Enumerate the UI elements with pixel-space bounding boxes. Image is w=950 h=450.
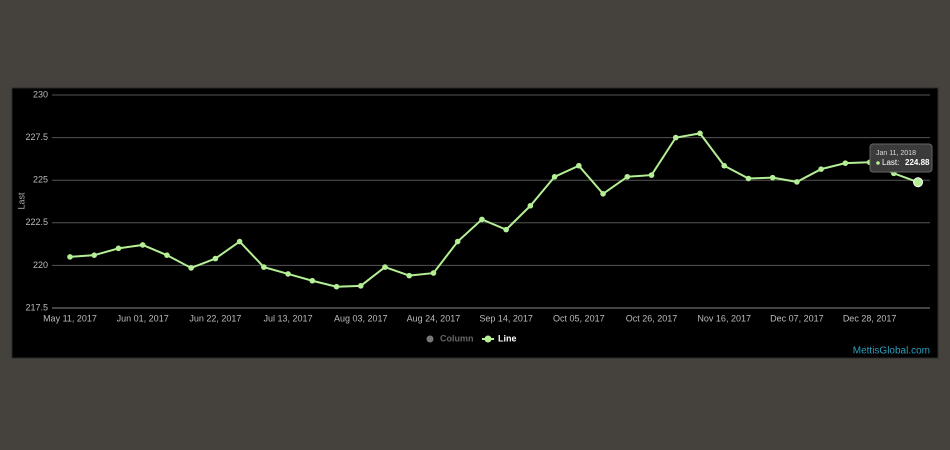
data-line <box>69 132 919 288</box>
x-tick-label: Oct 05, 2017 <box>553 313 605 323</box>
data-point <box>576 162 582 169</box>
data-point <box>721 162 728 169</box>
data-point <box>745 175 752 182</box>
data-point <box>188 265 194 271</box>
data-point <box>91 252 98 258</box>
data-point <box>913 177 924 188</box>
x-tick-label: Aug 24, 2017 <box>407 313 461 323</box>
data-point <box>357 283 364 289</box>
data-point <box>164 252 170 258</box>
x-tick-label: Nov 16, 2017 <box>697 313 751 323</box>
legend-symbol <box>484 335 492 343</box>
data-point <box>139 242 146 248</box>
data-point <box>842 160 849 166</box>
data-point <box>115 245 122 252</box>
x-tick-label: Aug 03, 2017 <box>334 313 388 323</box>
legend-symbol <box>426 335 434 343</box>
data-point <box>285 271 291 277</box>
x-tick-label: Dec 07, 2017 <box>770 313 824 323</box>
data-point <box>697 130 703 137</box>
data-point <box>406 272 413 279</box>
data-point <box>648 172 655 178</box>
x-tick-label: Jul 13, 2017 <box>264 313 313 323</box>
tooltip-date: Jan 11, 2018 <box>876 150 916 157</box>
x-tick-label: Oct 26, 2017 <box>626 313 678 323</box>
y-tick-label: 227.5 <box>25 132 48 142</box>
x-tick-label: Sep 14, 2017 <box>479 313 533 323</box>
data-point <box>527 202 534 209</box>
y-tick-label: 220 <box>33 260 48 270</box>
y-axis-title: Last <box>16 192 26 210</box>
data-point <box>309 277 316 284</box>
data-point <box>794 179 800 185</box>
tooltip-label: Last: <box>882 158 899 167</box>
data-point <box>333 283 340 290</box>
tooltip-value: 224.88 <box>905 158 930 167</box>
legend-item[interactable]: Column <box>440 333 474 343</box>
data-point <box>430 270 437 276</box>
y-tick-label: 230 <box>33 89 48 99</box>
data-point <box>551 173 558 180</box>
y-tick-label: 217.5 <box>25 302 48 312</box>
data-point <box>454 238 461 245</box>
data-point <box>818 166 824 172</box>
data-point <box>67 254 73 260</box>
data-point <box>600 191 606 197</box>
x-tick-label: Jun 01, 2017 <box>117 313 169 323</box>
data-point <box>624 173 631 180</box>
legend-item[interactable]: Line <box>498 333 517 343</box>
data-point <box>503 226 509 233</box>
x-tick-label: Dec 28, 2017 <box>843 313 897 323</box>
credit[interactable]: MettisGlobal.com <box>853 346 930 357</box>
data-point <box>479 216 485 223</box>
data-point <box>769 174 776 181</box>
data-point <box>212 255 219 262</box>
tooltip-symbol <box>876 161 880 165</box>
y-tick-label: 225 <box>33 175 48 185</box>
x-tick-label: May 11, 2017 <box>43 313 97 323</box>
data-point <box>236 238 243 245</box>
tooltip-box <box>869 143 933 173</box>
data-point <box>672 134 679 141</box>
data-point <box>261 264 267 270</box>
data-point <box>382 264 388 270</box>
y-tick-label: 222.5 <box>25 217 48 227</box>
x-tick-label: Jun 22, 2017 <box>189 313 241 323</box>
